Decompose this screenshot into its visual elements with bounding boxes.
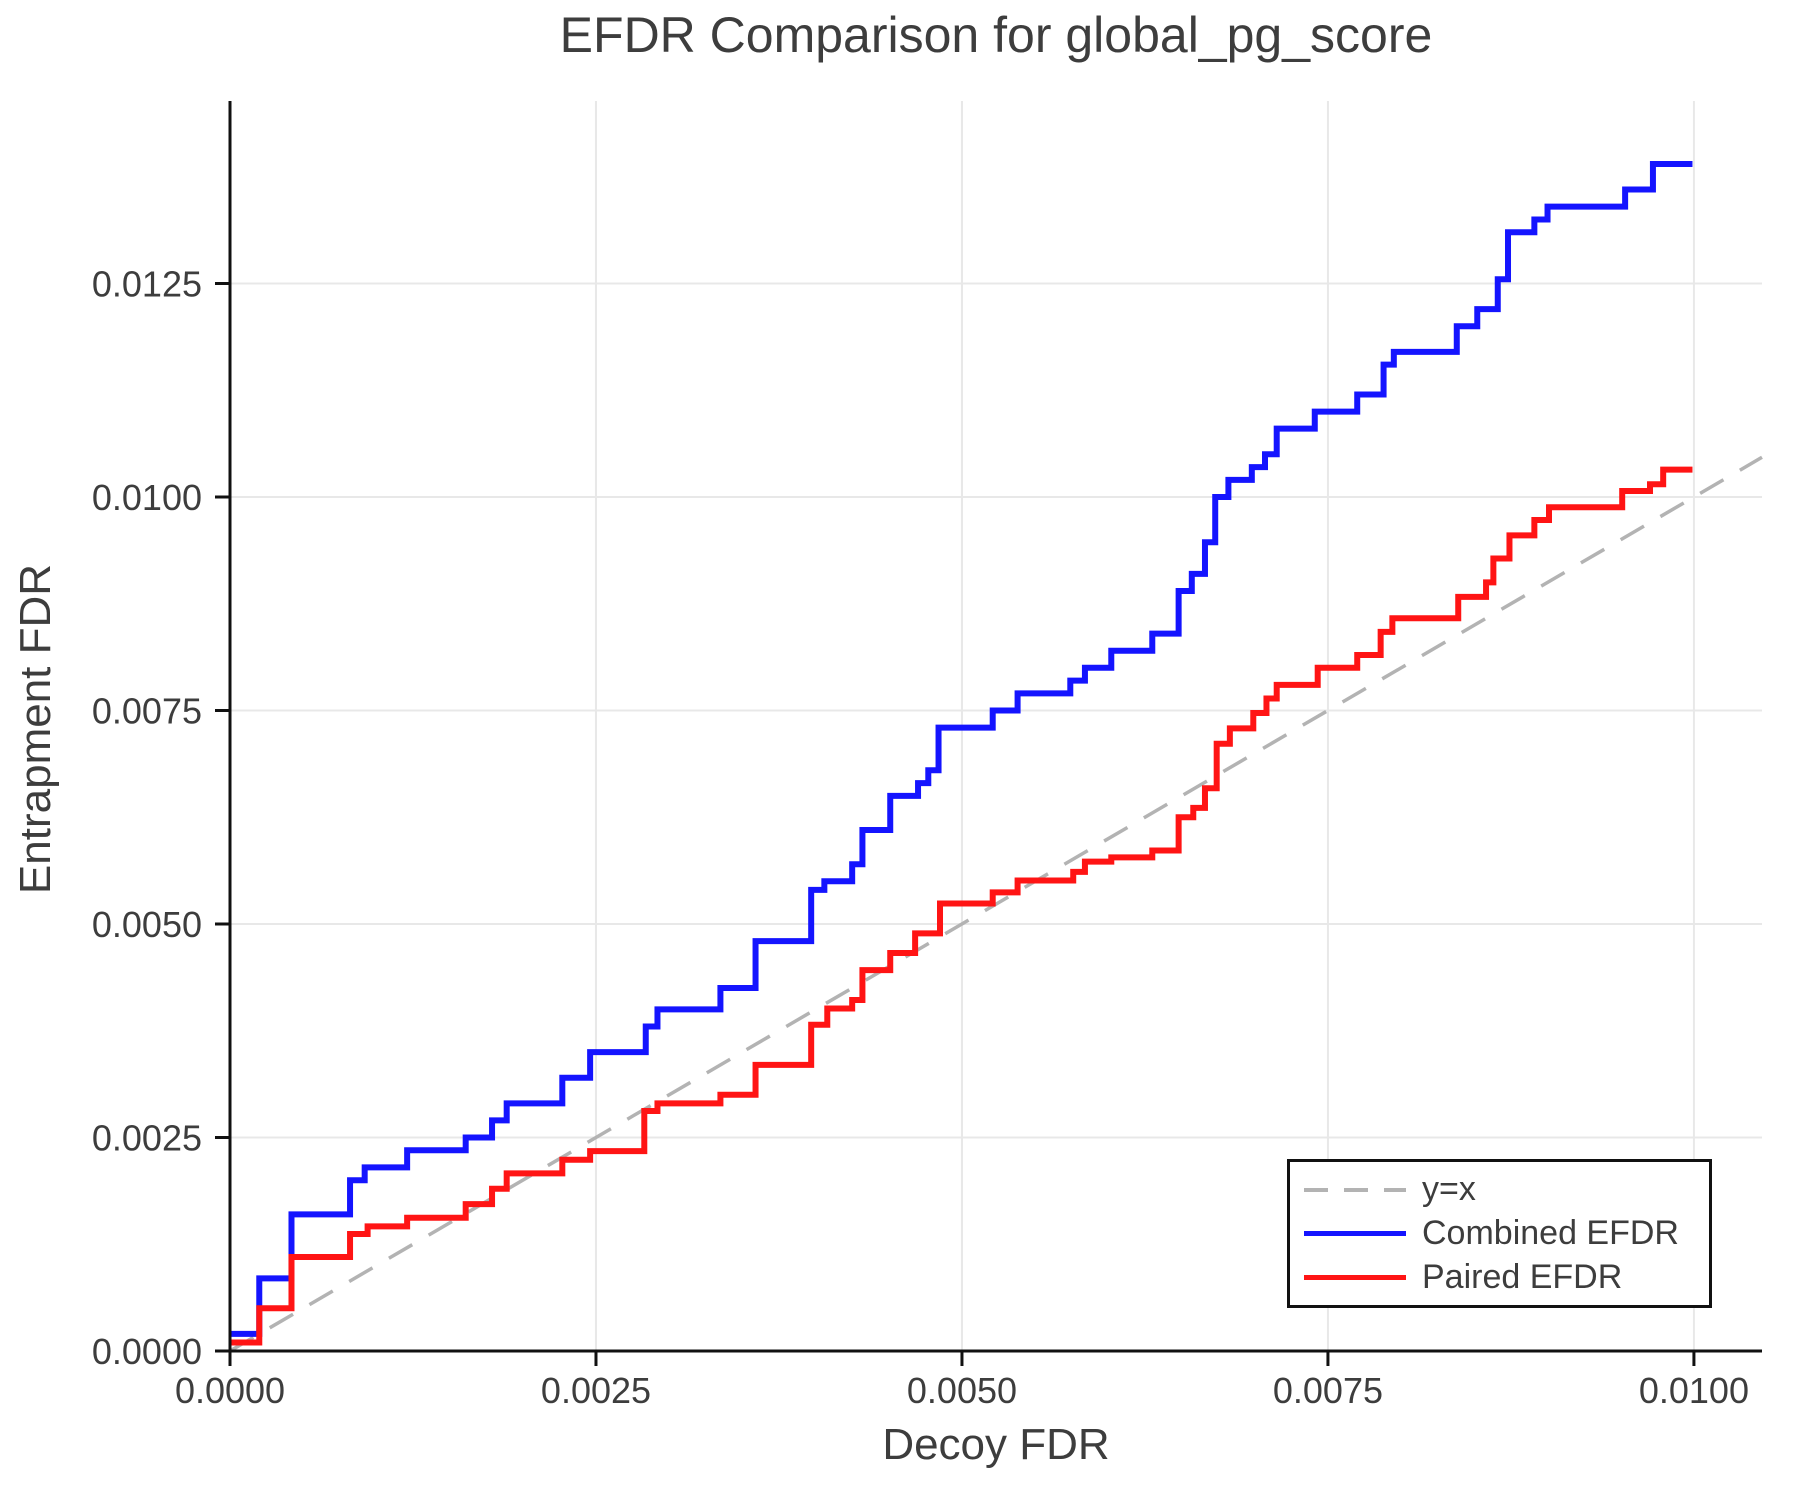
- paired-line-sample-icon: [1304, 1275, 1406, 1280]
- y-tick-label: 0.0075: [92, 690, 202, 731]
- legend-row-combined: Combined EFDR: [1304, 1214, 1695, 1253]
- legend-row-paired: Paired EFDR: [1304, 1258, 1695, 1297]
- y-tick-label: 0.0025: [92, 1118, 202, 1159]
- x-tick-label: 0.0050: [907, 1370, 1017, 1411]
- identity-line-sample-icon: [1304, 1187, 1406, 1192]
- combined-line-sample-icon: [1304, 1231, 1406, 1236]
- x-tick-label: 0.0000: [175, 1370, 285, 1411]
- legend: y=x Combined EFDR Paired EFDR: [1287, 1159, 1712, 1308]
- y-axis-label: Entrapment FDR: [11, 563, 60, 895]
- y-tick-label: 0.0000: [92, 1331, 202, 1372]
- series-combined-efdr: [230, 160, 1693, 1337]
- x-axis-label: Decoy FDR: [882, 1420, 1110, 1469]
- series-paired-efdr: [230, 466, 1693, 1346]
- y-tick-label: 0.0125: [92, 263, 202, 304]
- legend-label-identity: y=x: [1422, 1170, 1476, 1208]
- x-tick-label: 0.0075: [1273, 1370, 1383, 1411]
- legend-label-paired: Paired EFDR: [1422, 1258, 1623, 1296]
- legend-row-identity: y=x: [1304, 1170, 1695, 1209]
- y-tick-label: 0.0100: [92, 477, 202, 518]
- x-tick-label: 0.0100: [1639, 1370, 1749, 1411]
- legend-label-combined: Combined EFDR: [1422, 1214, 1679, 1252]
- x-tick-label: 0.0025: [541, 1370, 651, 1411]
- y-tick-label: 0.0050: [92, 904, 202, 945]
